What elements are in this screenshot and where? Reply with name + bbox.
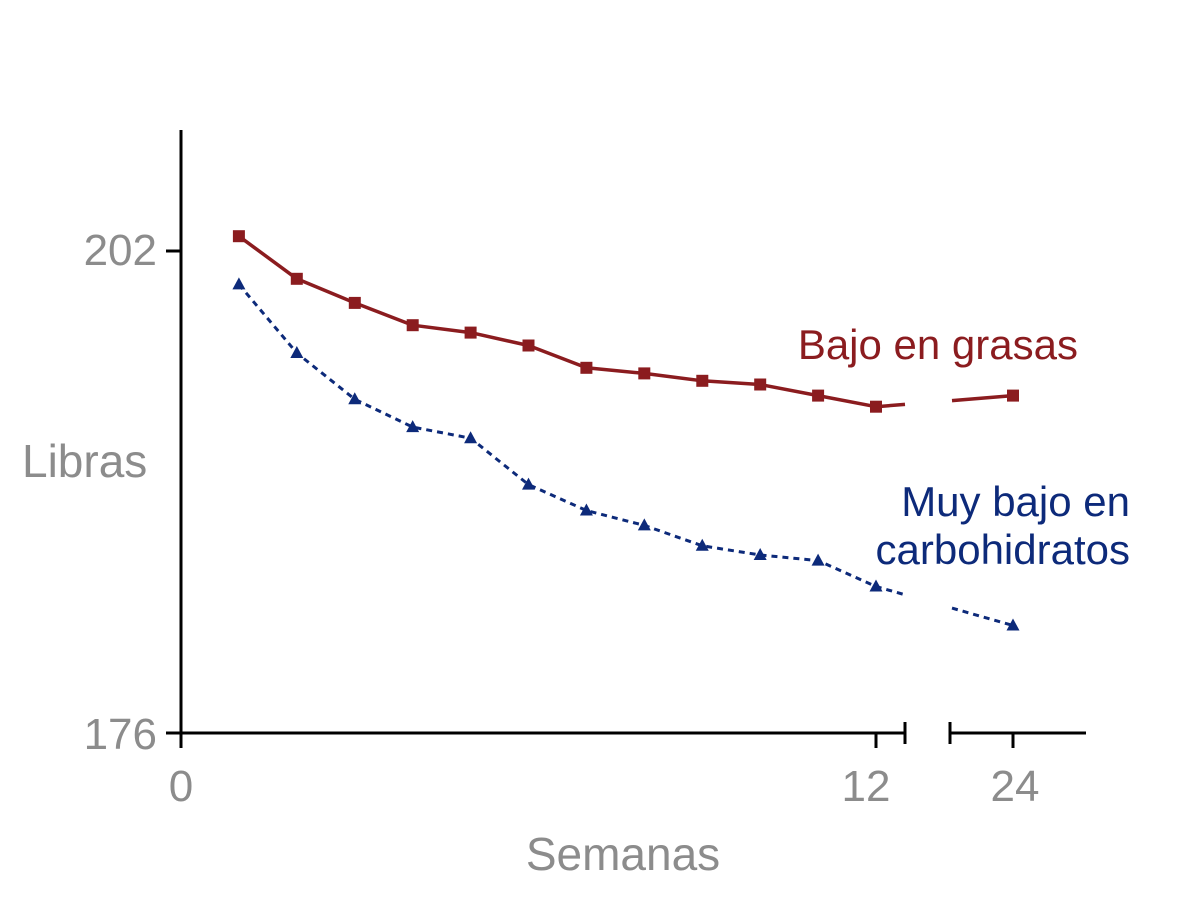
series-0-point-week-8: [638, 367, 651, 380]
y-axis-title: Libras: [22, 435, 147, 487]
x-tick-label-12: 12: [842, 762, 891, 811]
x-tick-label-0: 0: [169, 762, 193, 811]
series-1-point-week-8: [637, 518, 651, 531]
series-1-point-week-4: [406, 420, 420, 433]
series-1-point-week-5: [464, 431, 478, 444]
series-1-point-week-24: [1006, 618, 1020, 631]
x-tick-label-24: 24: [991, 762, 1040, 811]
x-axis-title: Semanas: [526, 828, 720, 880]
series-line-0-after-break: [951, 393, 1014, 403]
series-layer: [232, 230, 1020, 631]
series-0-point-week-9: [696, 374, 709, 387]
series-1-point-week-3: [348, 392, 362, 405]
series-0-point-week-1: [232, 230, 245, 243]
series-label-low-fat: Bajo en grasas: [798, 321, 1078, 368]
y-tick-label-176: 176: [84, 710, 157, 759]
series-1-point-week-9: [695, 538, 709, 551]
series-0-point-week-2: [290, 272, 303, 285]
series-1-point-week-10: [753, 548, 767, 561]
series-0-point-week-3: [348, 296, 361, 309]
series-line-1-after-break: [951, 606, 1014, 627]
y-tick-label-202: 202: [84, 226, 157, 275]
series-1-point-week-11: [811, 553, 825, 566]
series-1-point-week-2: [290, 345, 304, 358]
series-0-point-week-4: [406, 319, 419, 332]
series-0-point-week-24: [1007, 389, 1019, 402]
series-1-point-week-12: [869, 579, 883, 592]
series-1-point-week-1: [232, 277, 246, 290]
series-label-low-carb-line-2: carbohidratos: [876, 526, 1130, 573]
series-0-point-week-11: [812, 389, 825, 402]
series-0-point-week-6: [522, 339, 535, 352]
series-1-point-week-6: [522, 477, 535, 490]
series-0-point-week-5: [464, 326, 477, 339]
series-0-point-week-10: [754, 378, 767, 391]
series-label-low-carb-line-1: Muy bajo en: [901, 478, 1130, 525]
series-1-point-week-7: [579, 503, 593, 516]
series-0-point-week-12: [870, 400, 882, 413]
series-0-point-week-7: [580, 361, 593, 374]
